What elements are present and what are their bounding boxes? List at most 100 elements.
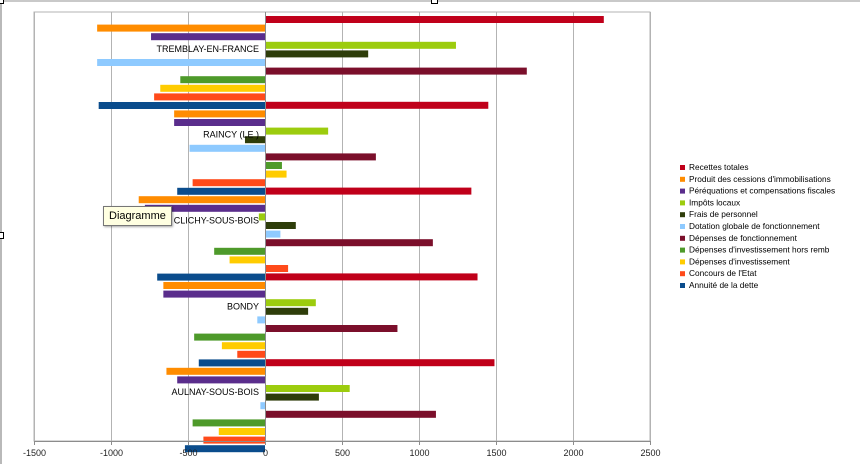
bar[interactable]	[265, 67, 527, 75]
bar[interactable]	[192, 179, 265, 187]
x-tick-label: 2000	[563, 448, 583, 458]
bar[interactable]	[265, 187, 472, 195]
bar[interactable]	[258, 213, 265, 221]
bar[interactable]	[265, 153, 376, 161]
x-tick-label: 1000	[409, 448, 429, 458]
category-labels: TREMBLAY-EN-FRANCE RAINCY (LE ) CLICHY-SOU…	[156, 44, 259, 397]
bar[interactable]	[177, 187, 265, 195]
category-label: CLICHY-SOUS-BOIS	[174, 216, 259, 226]
category-label: BONDY	[227, 301, 259, 311]
legend-swatch	[680, 259, 685, 265]
bar[interactable]	[180, 76, 265, 84]
bar[interactable]	[237, 350, 265, 358]
legend-label: Dépenses d'investissement hors remb	[689, 245, 830, 255]
bar[interactable]	[229, 256, 265, 264]
bar[interactable]	[166, 367, 265, 375]
bar[interactable]	[265, 359, 495, 367]
bar[interactable]	[154, 93, 265, 101]
bar[interactable]	[163, 290, 265, 298]
x-tick-label: -1500	[23, 448, 46, 458]
x-tick-label: -1000	[100, 448, 123, 458]
bar[interactable]	[265, 170, 287, 178]
bar[interactable]	[265, 239, 433, 247]
bar[interactable]	[265, 41, 456, 49]
category-label: AULNAY-SOUS-BOIS	[171, 387, 259, 397]
bar[interactable]	[98, 102, 266, 109]
bar[interactable]	[265, 265, 289, 272]
legend-label: Dépenses d'investissement	[689, 256, 790, 266]
bar[interactable]	[265, 127, 329, 135]
bars	[97, 16, 604, 453]
legend-label: Annuité de la dette	[689, 280, 759, 290]
x-axis: -1500 -1000 -500 0 500 1000 1500 2000 2500	[23, 12, 661, 458]
legend-swatch	[680, 247, 685, 253]
legend[interactable]: Recettes totales Produit des cessions d'i…	[680, 162, 835, 290]
x-tick-label: 500	[335, 448, 350, 458]
bar[interactable]	[257, 316, 265, 324]
legend-label: Dépenses de fonctionnement	[689, 233, 798, 243]
bar[interactable]	[203, 436, 265, 444]
bar[interactable]	[265, 307, 309, 315]
legend-swatch	[680, 200, 685, 206]
bar[interactable]	[265, 50, 369, 58]
chart-tooltip: Diagramme	[103, 206, 172, 226]
legend-label: Impôts locaux	[689, 197, 741, 207]
legend-label: Dotation globale de fonctionnement	[689, 221, 820, 231]
bar[interactable]	[218, 428, 265, 435]
chart-top-edge	[0, 0, 860, 2]
bar[interactable]	[189, 144, 265, 152]
bar[interactable]	[157, 273, 265, 281]
bar[interactable]	[265, 385, 350, 392]
legend-swatch	[680, 188, 685, 194]
legend-swatch	[680, 271, 685, 277]
legend-swatch	[680, 235, 685, 241]
bar[interactable]	[184, 445, 265, 453]
bar[interactable]	[151, 33, 265, 41]
bar[interactable]	[265, 162, 282, 169]
resize-handle-top-middle[interactable]	[431, 0, 438, 4]
x-tick-label: 0	[263, 448, 268, 458]
bar[interactable]	[144, 204, 265, 212]
bar[interactable]	[265, 273, 478, 281]
bar[interactable]	[244, 136, 265, 144]
legend-label: Concours de l'Etat	[689, 268, 757, 278]
legend-swatch	[680, 212, 685, 218]
legend-swatch	[680, 165, 685, 170]
bar[interactable]	[265, 16, 604, 23]
resize-handle-top-left[interactable]	[0, 0, 4, 4]
bar[interactable]	[174, 119, 265, 126]
bar[interactable]	[97, 59, 265, 66]
bar[interactable]	[160, 84, 265, 92]
legend-label: Péréquations et compensations fiscales	[689, 186, 835, 196]
bar[interactable]	[265, 230, 281, 238]
bar[interactable]	[97, 24, 265, 32]
category-label: RAINCY (LE )	[203, 130, 259, 140]
x-tick-label: -500	[179, 448, 197, 458]
legend-swatch	[680, 176, 685, 182]
x-tick-label: 2500	[640, 448, 660, 458]
legend-swatch	[680, 283, 685, 288]
bar[interactable]	[265, 325, 398, 332]
legend-label: Produit des cessions d'immobilisations	[689, 174, 831, 184]
bar[interactable]	[138, 196, 265, 204]
bar[interactable]	[265, 299, 316, 307]
legend-label: Recettes totales	[689, 162, 749, 172]
bar[interactable]	[221, 342, 265, 350]
bar[interactable]	[163, 282, 265, 289]
bar[interactable]	[177, 376, 265, 384]
legend-label: Frais de personnel	[689, 209, 758, 219]
bar[interactable]	[265, 393, 319, 401]
bar[interactable]	[265, 410, 436, 418]
bar[interactable]	[260, 402, 265, 410]
bar[interactable]	[214, 247, 265, 255]
bar[interactable]	[198, 359, 265, 367]
bar[interactable]	[265, 222, 296, 229]
category-label: TREMBLAY-EN-FRANCE	[156, 44, 259, 54]
bar[interactable]	[174, 110, 265, 118]
bar[interactable]	[265, 101, 489, 109]
legend-swatch	[680, 224, 685, 229]
resize-handle-middle-left[interactable]	[0, 232, 4, 239]
bar[interactable]	[192, 419, 265, 427]
bar[interactable]	[194, 333, 265, 341]
